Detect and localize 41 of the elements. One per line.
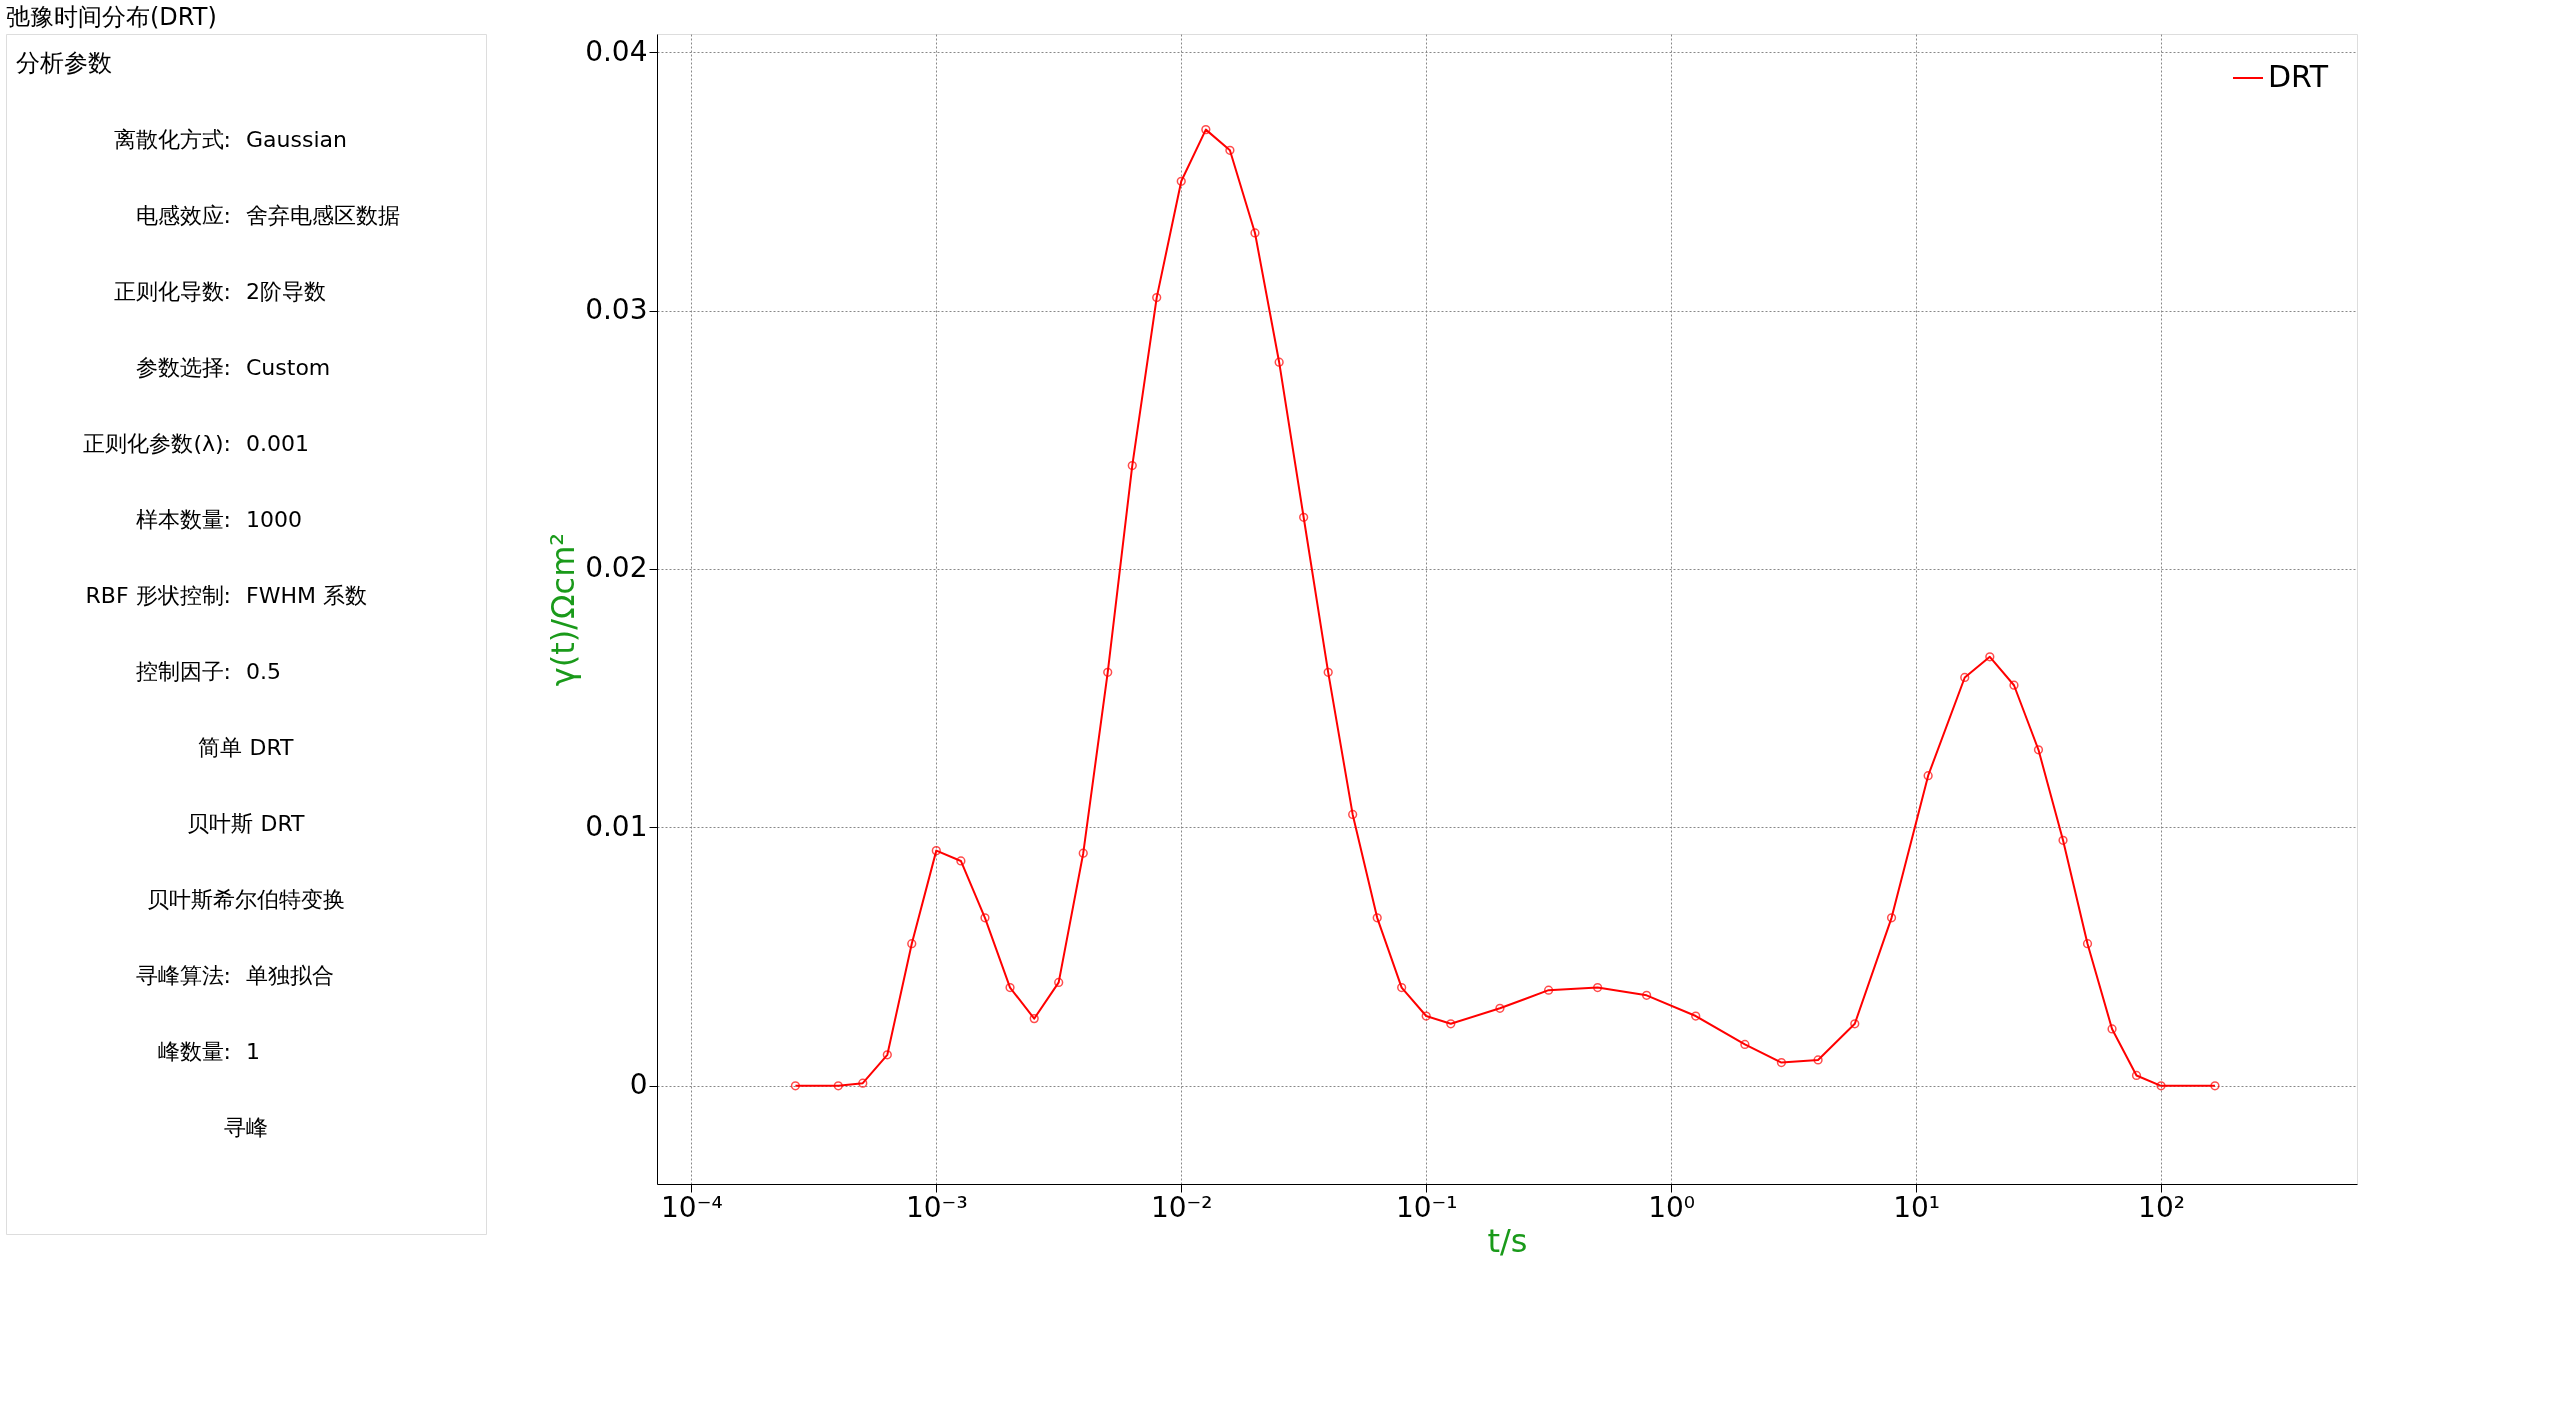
text: 样本数量: [135,507,231,532]
text: 舍弃电感区数据 [246,203,400,228]
text: 1 [246,1039,260,1064]
legend-label: DRT [2268,59,2329,94]
text: 峰数量: [157,1039,231,1064]
text: 贝叶斯希尔伯特变换 [147,887,345,912]
y-tick-label: 0 [629,1068,648,1102]
y-tick-label: 0.02 [585,551,648,585]
text: 2阶导数 [246,279,326,304]
text: 单独拟合 [246,963,334,988]
x-tick-label: 10⁻⁴ [661,1190,723,1224]
x-tick-label: 10⁻² [1150,1190,1213,1224]
y-tick-label: 0.04 [585,34,648,68]
text: 1000 [246,507,302,532]
text: 0.001 [246,431,309,456]
text: 贝叶斯 DRT [187,811,306,836]
text: 寻峰算法: [135,963,231,988]
text: 正则化参数(λ): [83,431,231,456]
x-tick-label: 10⁻¹ [1395,1190,1458,1224]
text: 简单 DRT [198,735,295,760]
x-tick-label: 10⁻³ [905,1190,968,1224]
y-tick-label: 0.01 [585,809,648,843]
x-axis-title: t/s [1487,1221,1528,1260]
y-axis-title: γ(t)/Ωcm² [544,532,583,687]
text: 0.5 [246,659,281,684]
text: 参数选择: [135,355,231,380]
text: 离散化方式: [113,127,231,152]
text: 控制因子: [135,659,231,684]
text: 寻峰 [224,1115,268,1140]
text: Gaussian [246,127,347,152]
text: 弛豫时间分布(DRT) [6,3,217,31]
x-tick-label: 10² [2138,1190,2185,1224]
text: FWHM 系数 [246,583,367,608]
text: 分析参数 [16,49,112,77]
text: Custom [246,355,331,380]
text: RBF 形状控制: [85,583,231,608]
y-tick-label: 0.03 [585,293,648,327]
x-tick-label: 10⁰ [1648,1190,1696,1224]
x-tick-label: 10¹ [1893,1190,1941,1224]
text: 电感效应: [135,203,231,228]
text: 正则化导数: [113,279,231,304]
